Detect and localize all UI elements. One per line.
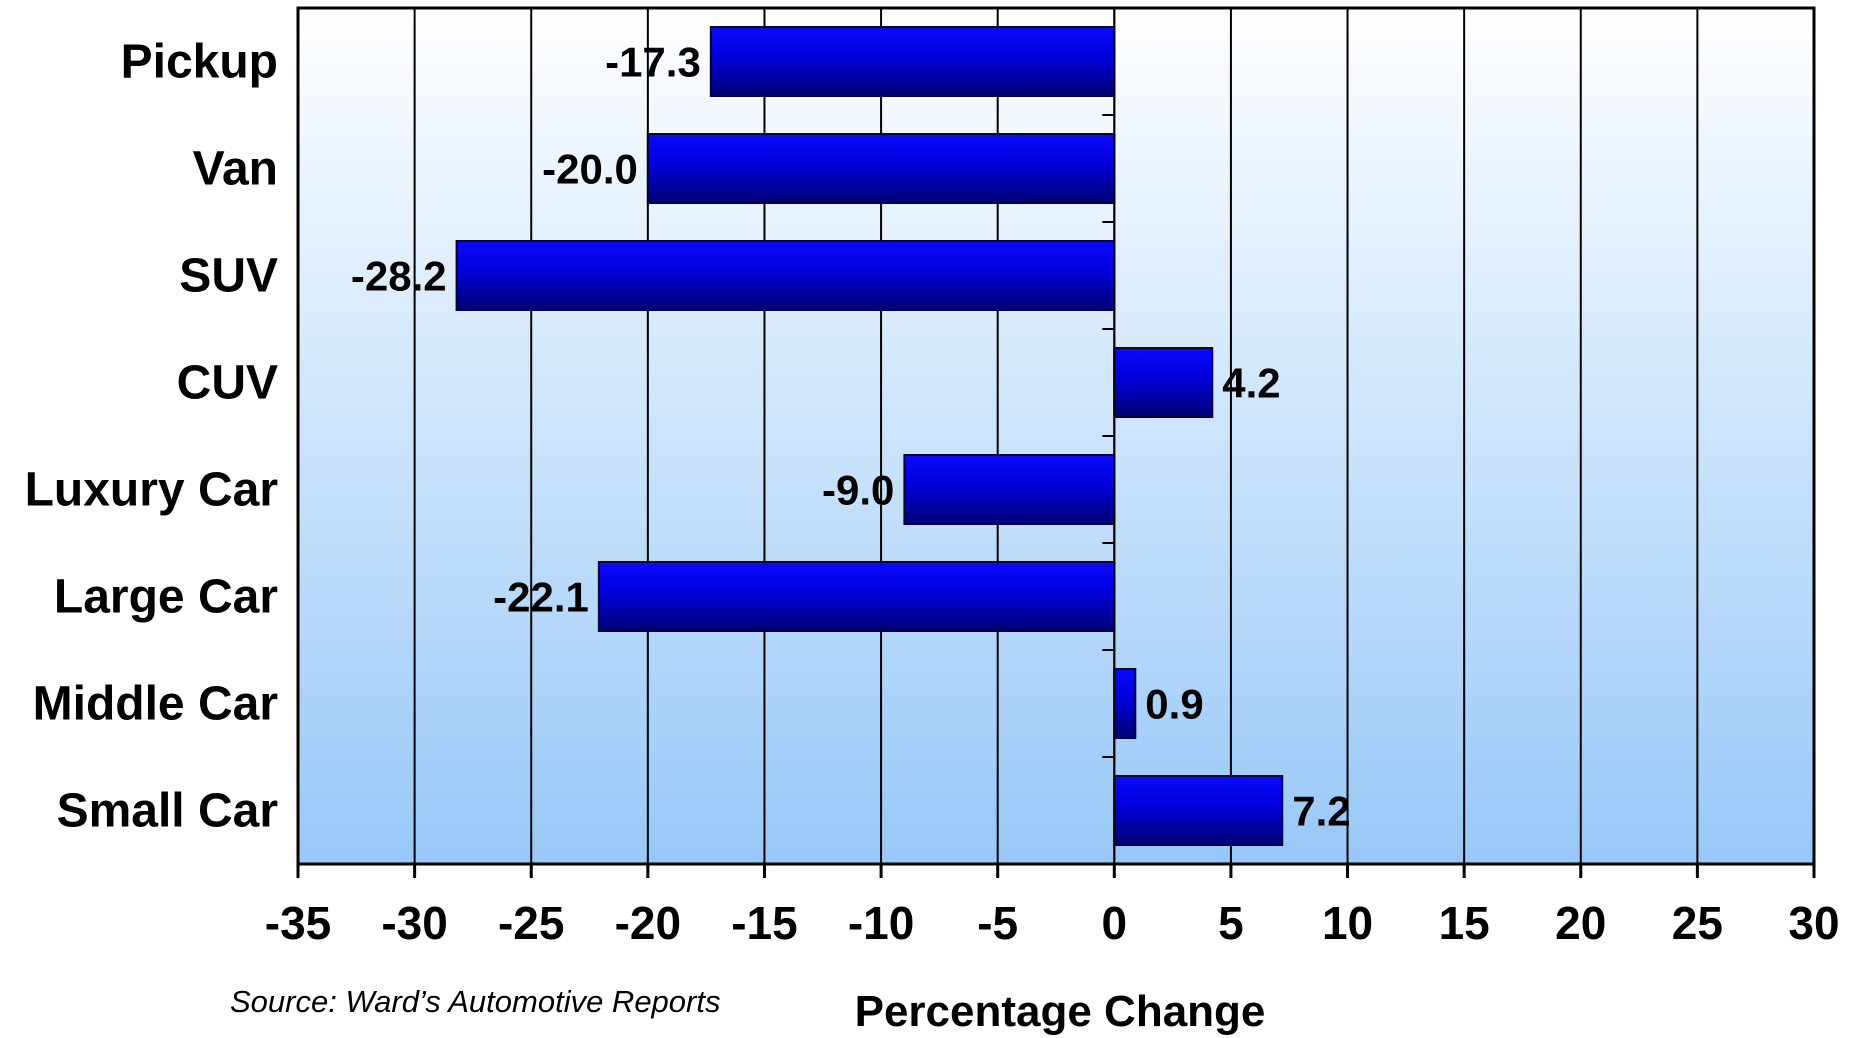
bar-middle-car [1113, 668, 1137, 739]
x-tick-label: -5 [977, 897, 1018, 949]
category-label: Luxury Car [25, 464, 278, 517]
data-label: 7.2 [1292, 788, 1350, 835]
data-label: -9.0 [822, 467, 894, 514]
data-label: -22.1 [493, 574, 589, 621]
data-label: -20.0 [542, 146, 638, 193]
x-tick-label: -25 [498, 897, 564, 949]
data-label: 4.2 [1222, 360, 1280, 407]
bar-large-car [597, 561, 1116, 632]
x-axis-title: Percentage Change [854, 987, 1266, 1036]
category-label: Small Car [57, 785, 278, 838]
x-tick-label: 25 [1672, 897, 1723, 949]
x-tick-label: 5 [1218, 897, 1244, 949]
x-tick-label: -10 [848, 897, 914, 949]
bars [455, 26, 1284, 846]
axes [296, 6, 1816, 878]
x-tick-label: -35 [265, 897, 331, 949]
category-label: CUV [177, 357, 278, 410]
category-label: Pickup [121, 36, 278, 89]
labels: -35 -30 -25 -20 -15 -10 -5 0 5 10 15 20 25 30 Pickup Va… [25, 36, 1840, 950]
bar-suv [455, 240, 1116, 311]
bar-small-car [1113, 775, 1284, 846]
x-tick-label: 15 [1439, 897, 1490, 949]
x-tick-label: 10 [1322, 897, 1373, 949]
x-tick-label: 0 [1102, 897, 1128, 949]
x-tick-label: -30 [381, 897, 447, 949]
data-label: 0.9 [1145, 681, 1203, 728]
bar-van [646, 133, 1116, 204]
bar-luxury-car [903, 454, 1116, 525]
data-label: -28.2 [351, 253, 447, 300]
x-tick-label: -20 [615, 897, 681, 949]
source-note: Source: Ward’s Automotive Reports [230, 984, 721, 1019]
bar-cuv [1113, 347, 1214, 418]
bar-pickup [709, 26, 1116, 97]
category-label: Middle Car [33, 678, 278, 731]
x-tick-label: 20 [1555, 897, 1606, 949]
x-tick-label: -15 [731, 897, 797, 949]
category-label: Van [193, 143, 278, 196]
category-label: SUV [179, 250, 278, 303]
category-label: Large Car [54, 571, 278, 624]
x-tick-label: 30 [1788, 897, 1839, 949]
data-label: -17.3 [605, 39, 701, 86]
